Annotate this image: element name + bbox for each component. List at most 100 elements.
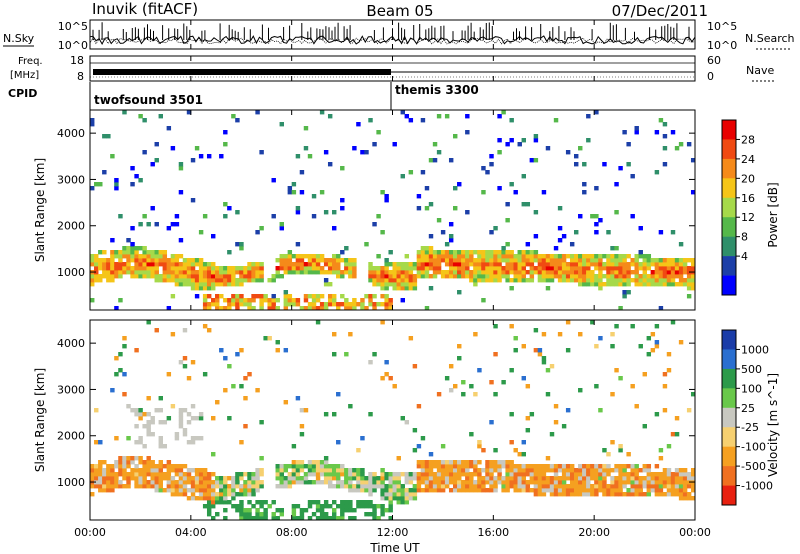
y-tick-label: 4000 [57, 127, 85, 140]
heatmap-cell [315, 320, 321, 325]
heatmap-cell [142, 412, 147, 417]
heatmap-cell [372, 294, 377, 299]
heatmap-cell [170, 294, 176, 299]
heatmap-cell [283, 480, 289, 485]
heatmap-cell [448, 476, 454, 481]
heatmap-cell [622, 464, 627, 469]
heatmap-cell [122, 476, 127, 481]
heatmap-cell [473, 468, 478, 473]
heatmap-cell [190, 416, 196, 421]
heatmap-cell [642, 476, 647, 481]
heatmap-cell [525, 464, 531, 469]
heatmap-cell [299, 508, 305, 513]
heatmap-cell [319, 512, 325, 517]
heatmap-cell [509, 464, 514, 469]
heatmap-cell [202, 480, 208, 485]
heatmap-cell [481, 484, 486, 489]
heatmap-cell [448, 388, 454, 393]
heatmap-cell [360, 500, 365, 505]
heatmap-cell [610, 492, 615, 497]
heatmap-cell [489, 262, 494, 267]
heatmap-cell [428, 480, 434, 485]
heatmap-cell [146, 472, 151, 477]
heatmap-cell [295, 254, 301, 259]
heatmap-cell [118, 298, 123, 303]
heatmap-cell [170, 222, 176, 227]
heatmap-cell [436, 254, 442, 259]
heatmap-cell [388, 504, 393, 509]
heatmap-cell [170, 492, 176, 497]
heatmap-cell [368, 360, 373, 365]
heatmap-cell [368, 270, 373, 275]
heatmap-cell [372, 278, 377, 283]
heatmap-cell [513, 274, 518, 279]
heatmap-cell [348, 404, 353, 409]
velocity-colorbar-label: Velocity [m s^-1] [766, 373, 780, 477]
heatmap-cell [650, 258, 656, 263]
heatmap-cell [404, 270, 410, 275]
heatmap-cell [98, 488, 103, 493]
heatmap-cell [682, 476, 688, 481]
heatmap-cell [654, 488, 660, 493]
heatmap-cell [235, 504, 240, 509]
nave-tick-top: 60 [707, 54, 721, 67]
heatmap-cell [134, 424, 139, 429]
heatmap-cell [626, 254, 631, 259]
nsky-panel: N.Sky 10^5 10^0 10^5 10^0 N.Search [3, 19, 795, 52]
heatmap-cell [537, 278, 543, 283]
heatmap-cell [557, 258, 563, 263]
heatmap-cell [485, 270, 490, 275]
heatmap-cell [98, 258, 103, 263]
heatmap-cell [287, 266, 293, 271]
heatmap-cell [404, 262, 410, 267]
heatmap-cell [646, 336, 652, 341]
heatmap-cell [469, 270, 474, 275]
heatmap-cell [432, 262, 438, 267]
heatmap-cell [497, 270, 502, 275]
heatmap-cell [194, 286, 200, 291]
heatmap-cell [477, 250, 482, 255]
heatmap-cell [178, 488, 184, 493]
heatmap-cell [211, 302, 216, 307]
heatmap-cell [336, 476, 341, 481]
heatmap-cell [98, 480, 103, 485]
heatmap-cell [489, 420, 494, 425]
heatmap-cell [642, 266, 647, 271]
heatmap-cell [489, 468, 494, 473]
heatmap-cell [497, 266, 502, 271]
heatmap-cell [436, 114, 442, 119]
heatmap-cell [247, 372, 252, 377]
heatmap-cell [211, 492, 216, 497]
heatmap-cell [295, 302, 301, 307]
heatmap-cell [303, 480, 309, 485]
heatmap-cell [569, 270, 575, 275]
heatmap-cell [666, 282, 672, 287]
heatmap-cell [481, 476, 486, 481]
heatmap-cell [198, 154, 204, 159]
heatmap-cell [102, 250, 107, 255]
heatmap-cell [142, 274, 147, 279]
heatmap-cell [303, 472, 309, 477]
heatmap-cell [360, 302, 365, 307]
heatmap-cell [404, 472, 410, 477]
heatmap-cell [622, 274, 627, 279]
heatmap-cell [461, 464, 466, 469]
heatmap-cell [473, 332, 478, 337]
heatmap-cell [110, 274, 115, 279]
heatmap-cell [376, 476, 381, 481]
heatmap-cell [473, 278, 478, 283]
heatmap-cell [190, 404, 196, 409]
heatmap-cell [654, 266, 660, 271]
heatmap-cell [267, 336, 272, 341]
heatmap-cell [590, 488, 595, 493]
heatmap-cell [283, 270, 289, 275]
heatmap-cell [283, 266, 289, 271]
heatmap-cell [380, 274, 385, 279]
heatmap-cell [404, 420, 410, 425]
heatmap-cell [509, 460, 514, 465]
heatmap-cell [90, 464, 95, 469]
heatmap-cell [630, 484, 635, 489]
heatmap-cell [202, 468, 208, 473]
heatmap-cell [182, 278, 188, 283]
